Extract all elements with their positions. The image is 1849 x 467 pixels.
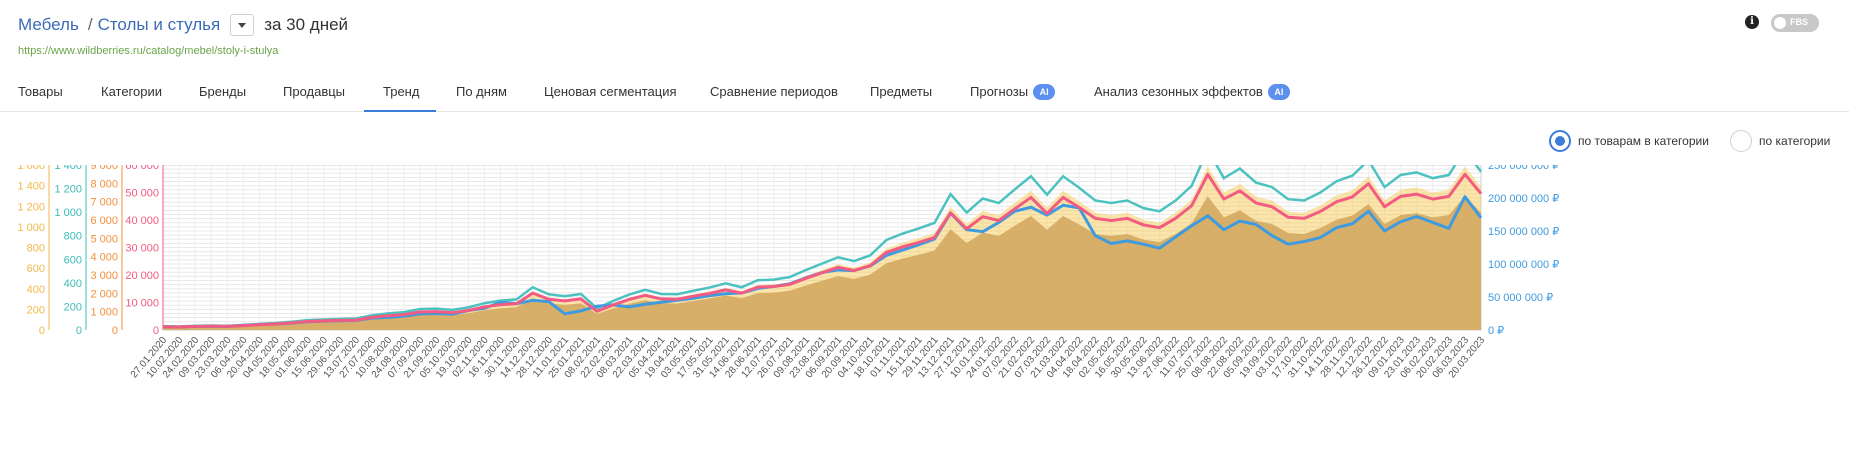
y-tick-label: 50 000 000 ₽ xyxy=(1488,292,1553,304)
y-tick-label: 1 400 xyxy=(17,181,45,193)
breadcrumb-furniture[interactable]: Мебель xyxy=(18,15,79,34)
tab-bar: Товары Категории Бренды Продавцы Тренд П… xyxy=(0,70,1849,112)
y-tick-label: 200 000 000 ₽ xyxy=(1488,193,1559,205)
ai-badge: AI xyxy=(1033,84,1056,100)
radio-button-selected[interactable] xyxy=(1549,130,1571,152)
y-tick-label: 800 xyxy=(27,243,45,255)
category-url[interactable]: https://www.wildberries.ru/catalog/mebel… xyxy=(18,45,279,57)
y-tick-label: 1 200 xyxy=(54,184,82,196)
y-tick-label: 600 xyxy=(64,254,82,266)
y-tick-label: 0 xyxy=(76,325,82,337)
radio-button[interactable] xyxy=(1730,130,1752,152)
y-tick-label: 100 000 000 ₽ xyxy=(1488,259,1559,271)
series-area xyxy=(163,166,1481,330)
y-tick-label: 1 000 xyxy=(17,222,45,234)
series-line xyxy=(162,165,1483,328)
toggle-knob xyxy=(1774,17,1786,29)
y-tick-label: 3 000 xyxy=(90,270,118,282)
y-tick-label: 1 600 xyxy=(17,165,45,172)
y-tick-label: 40 000 xyxy=(125,215,159,227)
breadcrumb-separator: / xyxy=(87,15,93,34)
tab-products[interactable]: Товары xyxy=(18,84,63,99)
y-tick-label: 1 000 xyxy=(54,207,82,219)
radio-by-category[interactable]: по категории xyxy=(1730,130,1830,152)
tab-forecasts[interactable]: Прогнозы AI xyxy=(970,84,1056,100)
series-area xyxy=(163,196,1481,330)
y-tick-label: 1 200 xyxy=(17,201,45,213)
y-tick-label: 8 000 xyxy=(90,178,118,190)
y-tick-label: 50 000 xyxy=(125,188,159,200)
y-tick-label: 800 xyxy=(64,231,82,243)
tab-forecasts-label: Прогнозы xyxy=(970,84,1029,99)
y-tick-label: 400 xyxy=(64,278,82,290)
y-tick-label: 9 000 xyxy=(90,165,118,172)
tab-period-comparison[interactable]: Сравнение периодов xyxy=(710,84,838,99)
radio-label-products: по товарам в категории xyxy=(1578,134,1709,148)
y-tick-label: 200 xyxy=(64,301,82,313)
y-tick-label: 60 000 xyxy=(125,165,159,172)
y-tick-label: 2 000 xyxy=(90,288,118,300)
radio-by-products[interactable]: по товарам в категории xyxy=(1549,130,1709,152)
tab-trend[interactable]: Тренд xyxy=(383,84,420,99)
period-label: за 30 дней xyxy=(264,15,349,34)
tab-price-segmentation[interactable]: Ценовая сегментация xyxy=(544,84,677,99)
y-tick-label: 0 xyxy=(112,325,118,337)
ai-badge: AI xyxy=(1267,84,1290,100)
breadcrumb: Мебель / Столы и стулья за 30 дней xyxy=(18,14,348,36)
radio-label-category: по категории xyxy=(1759,134,1831,148)
tab-seasonal-effects[interactable]: Анализ сезонных эффектов AI xyxy=(1094,84,1290,100)
y-tick-label: 1 000 xyxy=(90,307,118,319)
y-tick-label: 250 000 000 ₽ xyxy=(1488,165,1559,172)
tab-brands[interactable]: Бренды xyxy=(199,84,247,99)
y-tick-label: 5 000 xyxy=(90,233,118,245)
tab-by-days[interactable]: По дням xyxy=(456,84,507,99)
y-tick-label: 4 000 xyxy=(90,252,118,264)
active-tab-indicator xyxy=(364,110,436,112)
y-tick-label: 20 000 xyxy=(125,270,159,282)
tab-sellers[interactable]: Продавцы xyxy=(283,84,346,99)
tab-categories[interactable]: Категории xyxy=(101,84,162,99)
series-line-sales xyxy=(162,172,1483,329)
y-tick-label: 6 000 xyxy=(90,215,118,227)
trend-chart: Средний чекПродажиВыручкаТоваровТоваров … xyxy=(17,165,1559,380)
y-tick-label: 150 000 000 ₽ xyxy=(1488,226,1559,238)
y-tick-label: 0 xyxy=(153,325,159,337)
y-tick-label: 200 xyxy=(27,304,45,316)
y-tick-label: 30 000 xyxy=(125,243,159,255)
y-tick-label: 7 000 xyxy=(90,197,118,209)
fbs-label: FBS xyxy=(1790,17,1808,27)
tab-seasonal-label: Анализ сезонных эффектов xyxy=(1094,84,1263,99)
y-tick-label: 400 xyxy=(27,284,45,296)
y-tick-label: 0 ₽ xyxy=(1488,325,1504,337)
breadcrumb-tables-chairs[interactable]: Столы и стулья xyxy=(97,15,221,34)
period-dropdown[interactable] xyxy=(230,14,255,36)
y-tick-label: 1 400 xyxy=(54,165,82,172)
y-tick-label: 600 xyxy=(27,263,45,275)
tab-subjects[interactable]: Предметы xyxy=(870,84,933,99)
y-tick-label: 10 000 xyxy=(125,298,159,310)
fbs-toggle[interactable]: FBS xyxy=(1771,14,1819,32)
y-tick-label: 0 xyxy=(39,325,45,337)
chevron-down-icon xyxy=(238,23,247,28)
info-icon[interactable]: i xyxy=(1745,15,1759,29)
